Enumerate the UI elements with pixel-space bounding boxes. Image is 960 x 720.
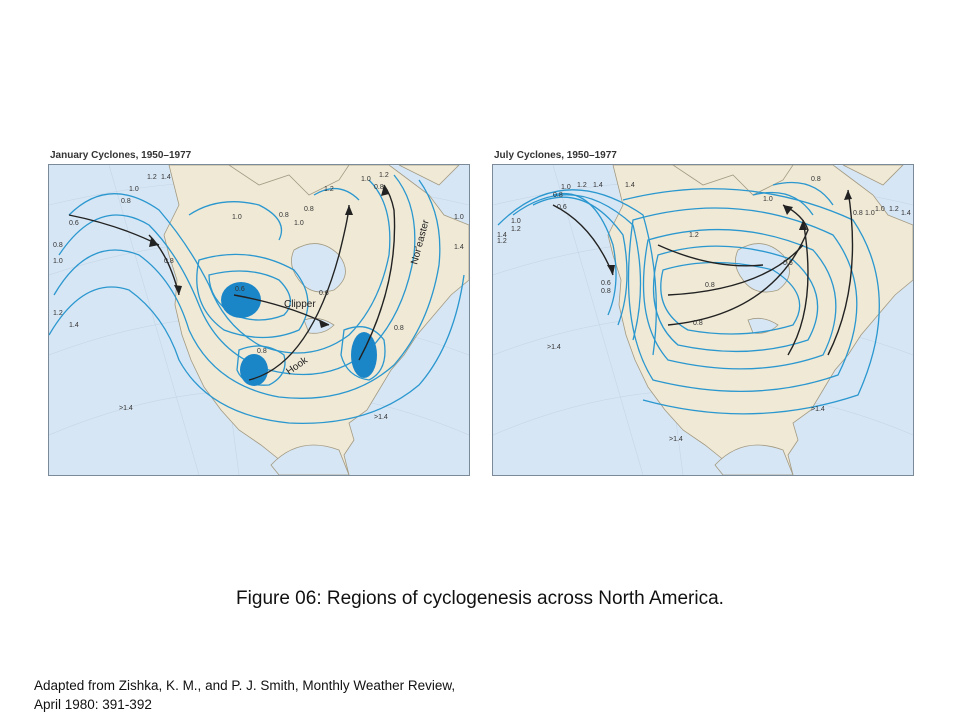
- july-cyclones-map: 1.0 1.2 1.4 0.8 1.0 1.4 1.2 0.6 0.6 0.8 …: [492, 164, 914, 476]
- contour-label: 0.6: [601, 280, 611, 287]
- contour-label: 1.4: [454, 244, 464, 251]
- land: [607, 165, 913, 475]
- land: [163, 165, 469, 475]
- contour-label: 1.0: [865, 210, 875, 217]
- contour-label: 1.2: [689, 232, 699, 239]
- great-lakes: [747, 317, 779, 334]
- source-credit: Adapted from Zishka, K. M., and P. J. Sm…: [34, 676, 455, 714]
- storm-tracks: [68, 184, 396, 381]
- storm-tracks: [552, 189, 854, 356]
- noreaster-track: [358, 184, 396, 361]
- contour-labels: 1.2 1.4 1.0 0.8 0.6 0.8 1.0 1.2 1.4 0.8 …: [53, 172, 464, 421]
- gulf-of-mexico: [270, 444, 350, 475]
- contour-label: 0.6: [783, 260, 793, 267]
- gulf-of-mexico: [714, 444, 794, 475]
- atlantic-track: [827, 189, 854, 356]
- contour-label: >1.4: [547, 344, 561, 351]
- colorado-region: [240, 354, 268, 386]
- contour-label: 1.4: [161, 174, 171, 181]
- contour-label: 0.8: [164, 258, 174, 265]
- arctic-islands: [228, 165, 350, 196]
- contour-label: 1.0: [232, 214, 242, 221]
- contour-label: 0.8: [279, 212, 289, 219]
- contour-label: 1.0: [129, 186, 139, 193]
- contour-labels: 1.0 1.2 1.4 0.8 1.0 1.4 1.2 0.6 0.6 0.8 …: [497, 176, 911, 443]
- contour-label: 0.8: [53, 242, 63, 249]
- contour-label: 1.4: [625, 182, 635, 189]
- frequency-contours: [49, 174, 465, 424]
- contour-label: 0.6: [235, 286, 245, 293]
- greenland: [398, 165, 460, 186]
- contour-label: 0.8: [553, 192, 563, 199]
- contour-label: 1.4: [593, 182, 603, 189]
- july-map-title: July Cyclones, 1950–1977: [494, 150, 617, 161]
- northern-track: [657, 244, 764, 267]
- contour-label: 1.0: [454, 214, 464, 221]
- contour-label: 0.8: [693, 320, 703, 327]
- frequency-contours: [497, 181, 880, 415]
- contour-label: 1.0: [361, 176, 371, 183]
- contour-label: 0.6: [319, 290, 329, 297]
- contour-label: 1.0: [763, 196, 773, 203]
- contour-label: >1.4: [811, 406, 825, 413]
- greenland: [842, 165, 904, 186]
- contour-label: 0.8: [853, 210, 863, 217]
- contour-label: >1.4: [374, 414, 388, 421]
- july-map-canvas: 1.0 1.2 1.4 0.8 1.0 1.4 1.2 0.6 0.6 0.8 …: [493, 165, 913, 475]
- eastern-track: [787, 219, 809, 356]
- contour-label: 1.2: [497, 238, 507, 245]
- january-map-canvas: Clipper Hook Nor'easter 1.2 1.4 1.0 0.8 …: [49, 165, 469, 475]
- contour-label: 0.8: [394, 325, 404, 332]
- contour-label: 0.8: [811, 176, 821, 183]
- contour-label: 1.4: [69, 322, 79, 329]
- contour-label: 0.8: [601, 288, 611, 295]
- contour-label: 1.4: [497, 232, 507, 239]
- contour-label: 0.8: [257, 348, 267, 355]
- hook-track: [248, 204, 350, 381]
- central-track-b: [667, 204, 809, 326]
- contour-label: 1.2: [577, 182, 587, 189]
- alberta-region: [221, 282, 261, 318]
- central-track-a: [667, 244, 804, 296]
- track-arrowheads: [607, 190, 852, 275]
- contour-label: 0.6: [557, 204, 567, 211]
- contour-label: 1.0: [294, 220, 304, 227]
- contour-label: >1.4: [119, 405, 133, 412]
- contour-label: 0.8: [705, 282, 715, 289]
- contour-label: 0.8: [374, 184, 384, 191]
- contour-label: 1.2: [379, 172, 389, 179]
- contour-label: 1.2: [147, 174, 157, 181]
- gulf-stream-region: [351, 332, 377, 378]
- january-map-title: January Cyclones, 1950–1977: [50, 150, 192, 161]
- contour-label: 0.8: [304, 206, 314, 213]
- clipper-label: Clipper: [284, 299, 316, 310]
- contour-label: 1.2: [324, 186, 334, 193]
- credit-line-1: Adapted from Zishka, K. M., and P. J. Sm…: [34, 678, 456, 693]
- track-arrowheads: [149, 185, 389, 328]
- contour-label: 1.4: [901, 210, 911, 217]
- cyclogenesis-regions: [221, 282, 377, 386]
- january-cyclones-map: Clipper Hook Nor'easter 1.2 1.4 1.0 0.8 …: [48, 164, 470, 476]
- contour-label: 1.2: [53, 310, 63, 317]
- contour-label: 1.0: [561, 184, 571, 191]
- contour-label: 0.6: [69, 220, 79, 227]
- contour-label: 1.2: [889, 206, 899, 213]
- contour-label: 1.0: [875, 206, 885, 213]
- contour-label: >1.4: [669, 436, 683, 443]
- contour-label: 0.8: [121, 198, 131, 205]
- credit-line-2: April 1980: 391-392: [34, 697, 152, 712]
- contour-label: 1.0: [53, 258, 63, 265]
- contour-label: 1.0: [511, 218, 521, 225]
- figure-caption: Figure 06: Regions of cyclogenesis acros…: [236, 588, 724, 609]
- contour-label: 1.2: [511, 226, 521, 233]
